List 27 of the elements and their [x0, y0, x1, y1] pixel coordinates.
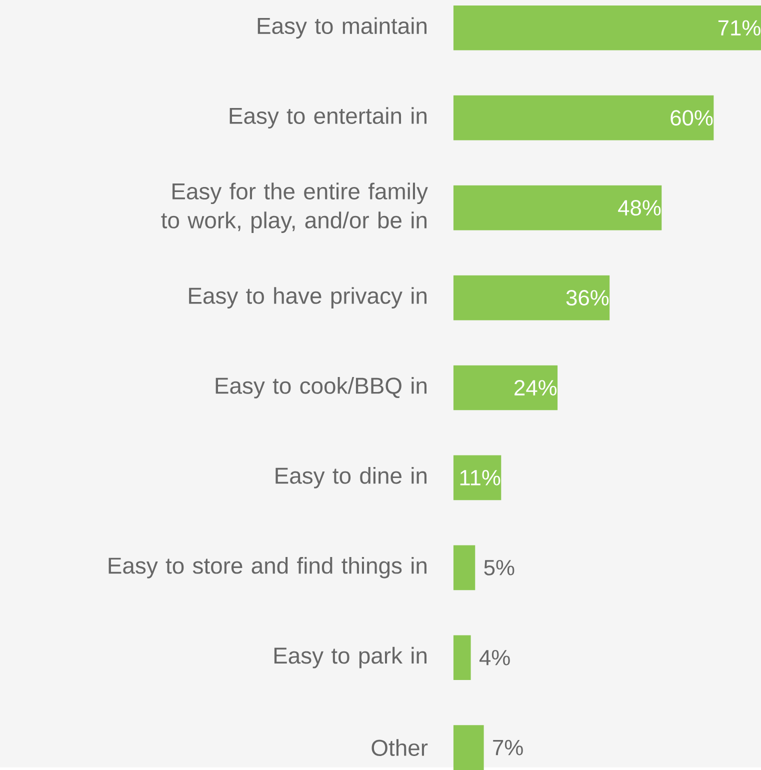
y-tick-label: Easy to store and find things in	[108, 556, 426, 578]
y-tick-label: Other	[372, 739, 428, 756]
y-tick-label: Easy to cook/BBQ in	[216, 377, 426, 398]
data-label: 4%	[479, 650, 510, 666]
bar	[453, 545, 475, 590]
y-tick-label: Easy to maintain	[258, 17, 426, 39]
y-tick-label: Easy to park in	[274, 646, 426, 668]
y-tick-label: Easy for the entire family to work, play, and/or be in	[161, 182, 428, 233]
y-tick-label: Easy to dine in	[276, 467, 426, 488]
data-label: 60%	[670, 110, 712, 126]
y-tick-label: Easy to have privacy in	[188, 287, 426, 308]
data-label: 36%	[566, 290, 608, 306]
bar	[453, 455, 501, 500]
data-label: 11%	[460, 470, 500, 486]
bar	[453, 635, 471, 680]
bar	[453, 275, 610, 320]
y-tick-label: Easy to entertain in	[230, 107, 426, 129]
data-label: 7%	[492, 740, 523, 756]
data-label: 48%	[618, 200, 660, 216]
bar	[453, 365, 558, 410]
bar	[453, 5, 761, 50]
data-label: 24%	[514, 380, 556, 396]
data-label: 71%	[718, 20, 760, 36]
bar	[453, 95, 714, 140]
bar	[453, 185, 662, 230]
bar	[453, 725, 484, 770]
data-label: 5%	[484, 560, 514, 576]
